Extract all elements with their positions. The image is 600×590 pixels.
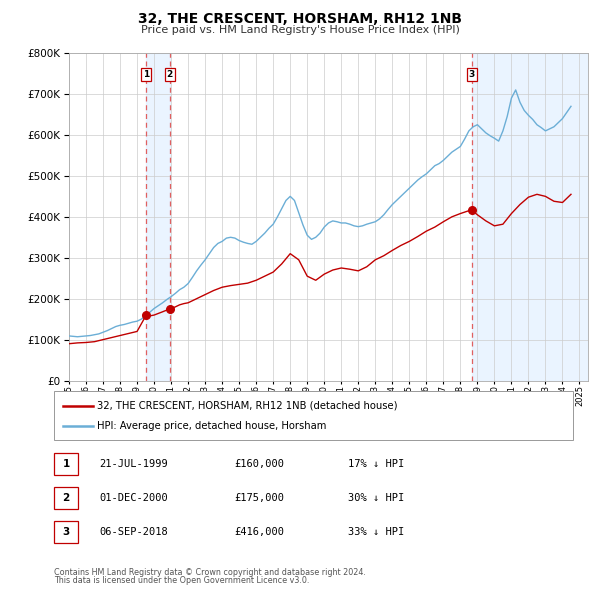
Text: 2: 2 <box>167 70 173 79</box>
Text: £160,000: £160,000 <box>234 459 284 469</box>
Text: 3: 3 <box>62 527 70 537</box>
Text: £175,000: £175,000 <box>234 493 284 503</box>
Text: 1: 1 <box>143 70 149 79</box>
Text: £416,000: £416,000 <box>234 527 284 537</box>
Bar <box>472 53 588 381</box>
Text: This data is licensed under the Open Government Licence v3.0.: This data is licensed under the Open Gov… <box>54 576 310 585</box>
Text: 21-JUL-1999: 21-JUL-1999 <box>99 459 168 469</box>
Text: 2: 2 <box>62 493 70 503</box>
Bar <box>146 53 170 381</box>
Text: 3: 3 <box>469 70 475 79</box>
Text: Price paid vs. HM Land Registry's House Price Index (HPI): Price paid vs. HM Land Registry's House … <box>140 25 460 35</box>
Text: 33% ↓ HPI: 33% ↓ HPI <box>348 527 404 537</box>
Text: 01-DEC-2000: 01-DEC-2000 <box>99 493 168 503</box>
Text: 30% ↓ HPI: 30% ↓ HPI <box>348 493 404 503</box>
Text: 32, THE CRESCENT, HORSHAM, RH12 1NB: 32, THE CRESCENT, HORSHAM, RH12 1NB <box>138 12 462 26</box>
Text: 06-SEP-2018: 06-SEP-2018 <box>99 527 168 537</box>
Text: 17% ↓ HPI: 17% ↓ HPI <box>348 459 404 469</box>
Text: Contains HM Land Registry data © Crown copyright and database right 2024.: Contains HM Land Registry data © Crown c… <box>54 568 366 577</box>
Text: HPI: Average price, detached house, Horsham: HPI: Average price, detached house, Hors… <box>97 421 326 431</box>
Text: 1: 1 <box>62 459 70 469</box>
Text: 32, THE CRESCENT, HORSHAM, RH12 1NB (detached house): 32, THE CRESCENT, HORSHAM, RH12 1NB (det… <box>97 401 398 411</box>
